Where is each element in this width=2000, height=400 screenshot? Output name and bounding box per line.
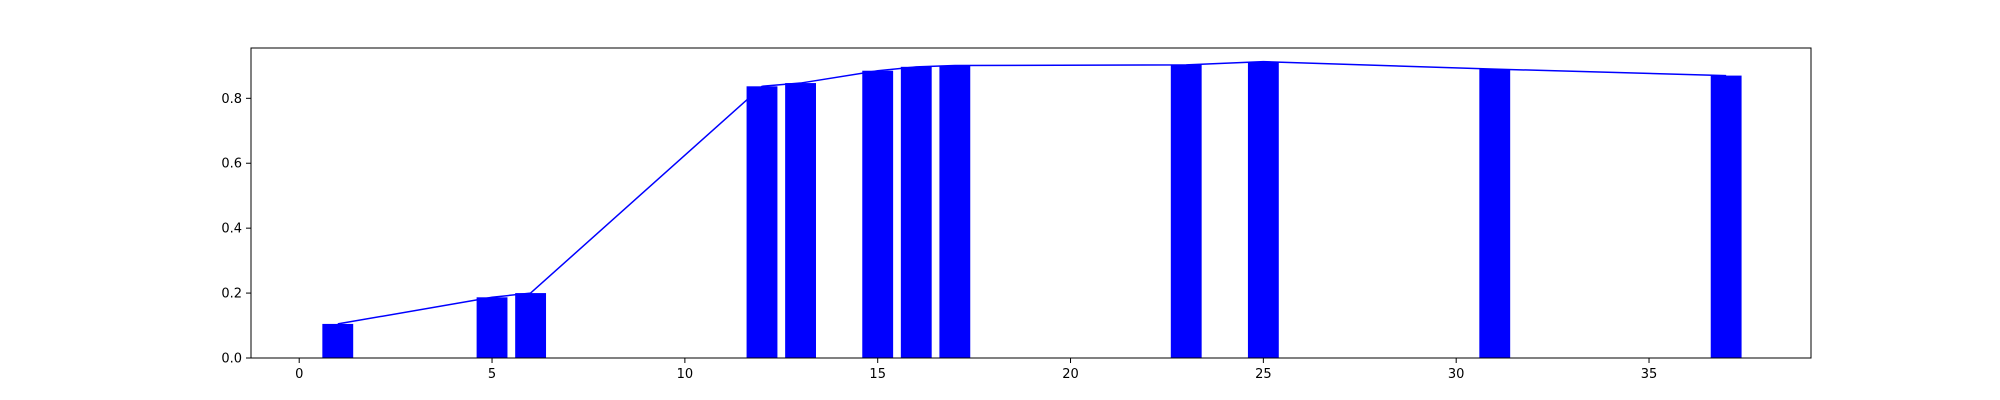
y-tick-label-4: 0.8 — [221, 92, 242, 107]
plot-frame — [250, 47, 1812, 359]
x-axis-ticks: 0 5 10 15 20 25 30 35 — [295, 358, 1657, 382]
x-tick-label-7: 35 — [1641, 367, 1658, 382]
x-tick-label-6: 30 — [1448, 367, 1465, 382]
x-tick-label-5: 25 — [1255, 367, 1272, 382]
y-tick-label-0: 0.0 — [221, 352, 242, 367]
x-tick-label-3: 15 — [869, 367, 886, 382]
x-tick-label-4: 20 — [1062, 367, 1079, 382]
bar-7 — [939, 65, 971, 358]
bar-8 — [1170, 64, 1202, 358]
bar-1 — [476, 297, 508, 358]
bar-0 — [322, 323, 354, 358]
x-tick-label-1: 5 — [488, 367, 496, 382]
bar-9 — [1247, 61, 1279, 358]
y-axis-ticks: 0.0 0.2 0.4 0.6 0.8 — [221, 92, 251, 367]
x-tick-label-2: 10 — [677, 367, 694, 382]
y-tick-label-2: 0.4 — [221, 222, 242, 237]
bar-6 — [900, 66, 932, 359]
bar-10 — [1479, 69, 1511, 358]
bar-2 — [515, 293, 547, 358]
bar-3 — [746, 86, 778, 359]
series-line — [337, 60, 1727, 325]
bar-11 — [1710, 75, 1742, 359]
bar-4 — [785, 83, 816, 359]
x-tick-label-0: 0 — [295, 367, 303, 382]
bar-5 — [862, 70, 894, 359]
bars-group — [322, 61, 1742, 359]
y-tick-label-3: 0.6 — [221, 157, 242, 172]
y-tick-label-1: 0.2 — [221, 287, 242, 302]
